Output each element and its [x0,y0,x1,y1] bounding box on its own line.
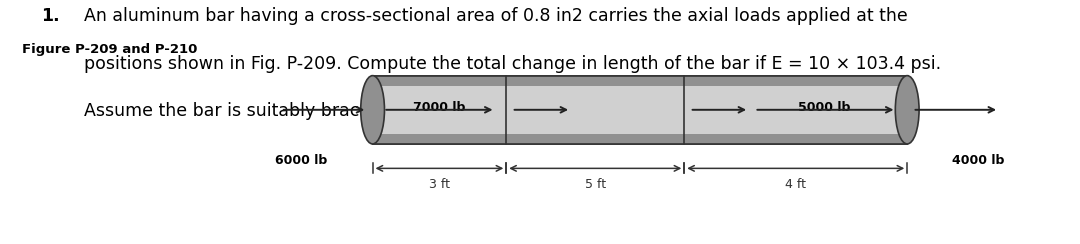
Text: positions shown in Fig. P-209. Compute the total change in length of the bar if : positions shown in Fig. P-209. Compute t… [84,55,942,73]
Text: Figure P-209 and P-210: Figure P-209 and P-210 [22,43,197,56]
Ellipse shape [361,76,384,144]
Text: 7000 lb: 7000 lb [414,101,465,114]
Text: 6000 lb: 6000 lb [275,154,327,167]
Text: 1.: 1. [41,7,59,25]
Text: 5 ft: 5 ft [584,178,606,191]
Text: 5000 lb: 5000 lb [798,101,850,114]
Text: 3 ft: 3 ft [429,178,450,191]
Bar [373,76,907,144]
Text: 4 ft: 4 ft [785,178,807,191]
Text: An aluminum bar having a cross-sectional area of 0.8 in2 carries the axial loads: An aluminum bar having a cross-sectional… [84,7,908,25]
Ellipse shape [895,76,919,144]
Text: Assume the bar is suitably braced to prevent lateral buckling.: Assume the bar is suitably braced to pre… [84,102,624,121]
Bar [373,76,907,144]
Bar [373,76,907,86]
Bar [373,134,907,144]
Text: 4000 lb: 4000 lb [953,154,1004,167]
